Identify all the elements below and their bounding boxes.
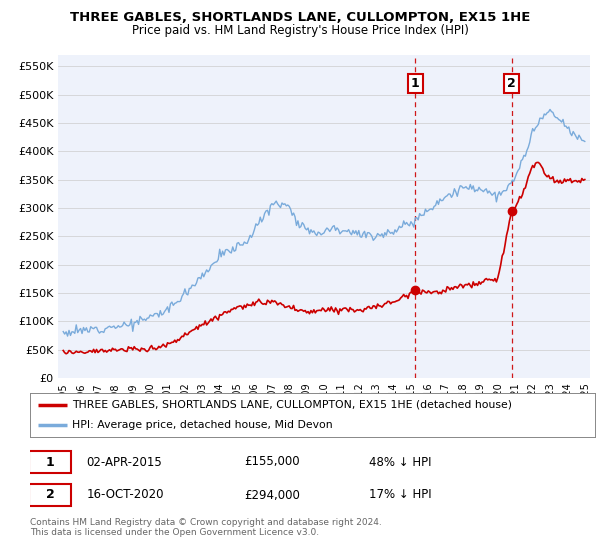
Text: THREE GABLES, SHORTLANDS LANE, CULLOMPTON, EX15 1HE (detached house): THREE GABLES, SHORTLANDS LANE, CULLOMPTO… <box>73 400 512 410</box>
Text: HPI: Average price, detached house, Mid Devon: HPI: Average price, detached house, Mid … <box>73 420 333 430</box>
Text: 16-OCT-2020: 16-OCT-2020 <box>86 488 164 502</box>
Text: 02-APR-2015: 02-APR-2015 <box>86 455 162 469</box>
Text: £294,000: £294,000 <box>245 488 301 502</box>
FancyBboxPatch shape <box>29 451 71 473</box>
Text: Price paid vs. HM Land Registry's House Price Index (HPI): Price paid vs. HM Land Registry's House … <box>131 24 469 36</box>
FancyBboxPatch shape <box>29 484 71 506</box>
Text: 1: 1 <box>411 77 419 90</box>
Text: 17% ↓ HPI: 17% ↓ HPI <box>369 488 431 502</box>
Text: 48% ↓ HPI: 48% ↓ HPI <box>369 455 431 469</box>
Text: 1: 1 <box>46 455 55 469</box>
Text: 2: 2 <box>46 488 55 502</box>
Text: 2: 2 <box>507 77 516 90</box>
Text: THREE GABLES, SHORTLANDS LANE, CULLOMPTON, EX15 1HE: THREE GABLES, SHORTLANDS LANE, CULLOMPTO… <box>70 11 530 24</box>
Text: Contains HM Land Registry data © Crown copyright and database right 2024.
This d: Contains HM Land Registry data © Crown c… <box>30 518 382 538</box>
Text: £155,000: £155,000 <box>245 455 301 469</box>
